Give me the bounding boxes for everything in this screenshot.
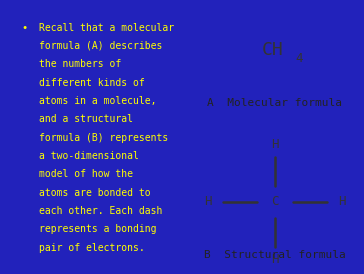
Text: and a structural: and a structural (39, 114, 133, 124)
Text: CH: CH (262, 41, 284, 59)
Text: a two-dimensional: a two-dimensional (39, 151, 139, 161)
Text: A  Molecular formula: A Molecular formula (207, 98, 342, 108)
Text: C: C (271, 195, 278, 209)
Text: different kinds of: different kinds of (39, 78, 145, 88)
Text: the numbers of: the numbers of (39, 59, 121, 69)
Text: formula (B) represents: formula (B) represents (39, 133, 169, 142)
Text: H: H (271, 253, 278, 266)
Text: model of how the: model of how the (39, 169, 133, 179)
Text: H: H (204, 195, 211, 209)
Text: atoms are bonded to: atoms are bonded to (39, 188, 151, 198)
Text: 4: 4 (296, 52, 303, 65)
Text: pair of electrons.: pair of electrons. (39, 243, 145, 253)
Text: H: H (271, 138, 278, 151)
Text: represents a bonding: represents a bonding (39, 224, 157, 234)
Text: formula (A) describes: formula (A) describes (39, 41, 162, 51)
Text: H: H (338, 195, 345, 209)
Text: Recall that a molecular: Recall that a molecular (39, 22, 174, 33)
Text: atoms in a molecule,: atoms in a molecule, (39, 96, 157, 106)
Text: each other. Each dash: each other. Each dash (39, 206, 162, 216)
Text: •: • (21, 22, 28, 33)
Text: B  Structural formula: B Structural formula (204, 250, 346, 259)
